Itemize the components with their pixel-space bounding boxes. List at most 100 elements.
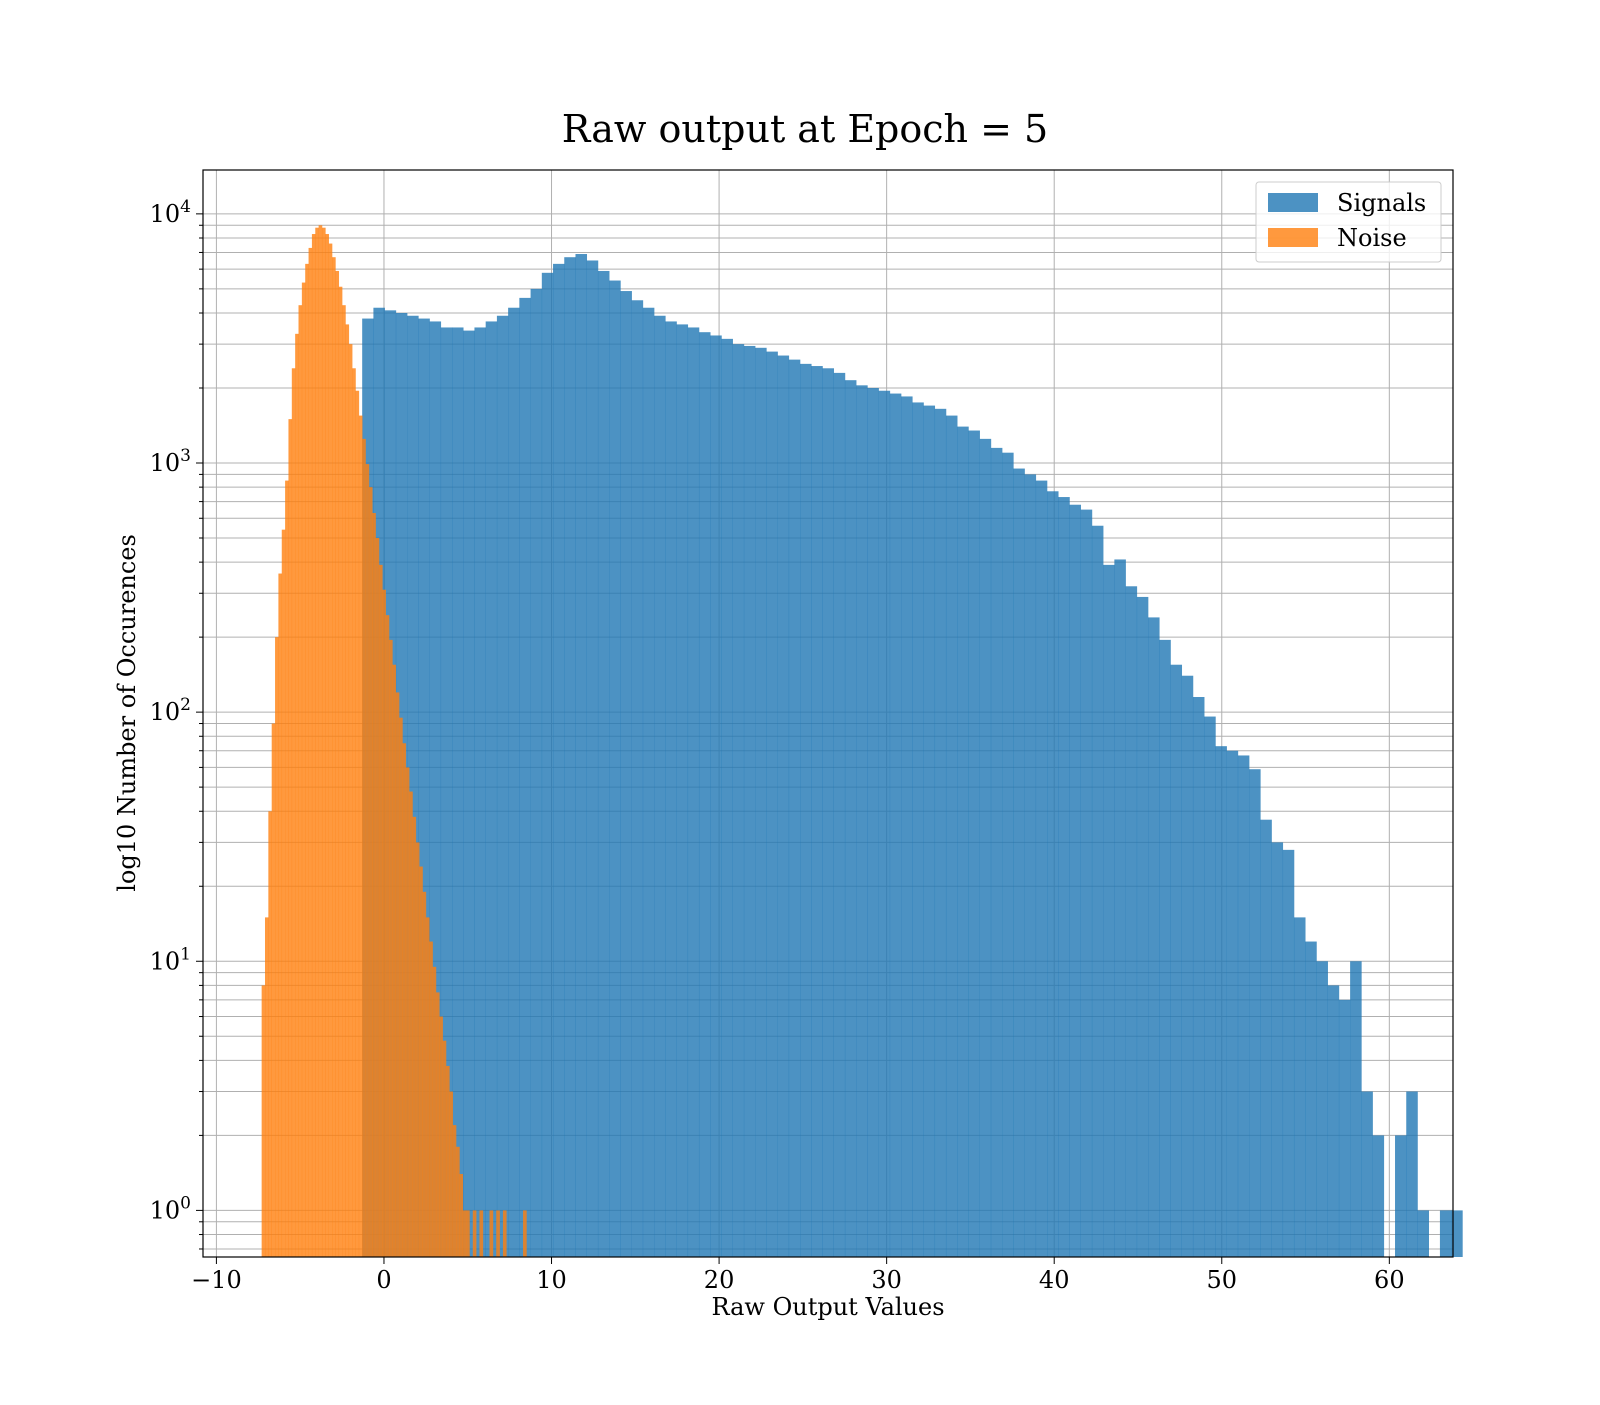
bar-signals xyxy=(463,330,475,1257)
bar-signals xyxy=(654,315,666,1257)
bar-noise xyxy=(429,941,433,1257)
legend-label-noise: Noise xyxy=(1337,224,1407,252)
bar-noise xyxy=(332,257,336,1257)
bar-signals xyxy=(1024,474,1037,1257)
bar-signals xyxy=(1372,1135,1385,1257)
bar-signals xyxy=(710,335,722,1257)
bar-noise xyxy=(435,992,440,1257)
bar-signals xyxy=(923,405,936,1257)
bar-signals xyxy=(1013,468,1025,1257)
bar-signals xyxy=(1237,755,1250,1257)
bar-signals xyxy=(788,359,801,1257)
legend-swatch-signals xyxy=(1268,193,1318,212)
bar-signals xyxy=(541,272,554,1257)
bar-noise xyxy=(439,1016,443,1257)
bar-signals xyxy=(1395,1135,1407,1257)
bar-signals xyxy=(822,368,834,1258)
y-tick-label: 104 xyxy=(150,197,191,228)
bar-noise xyxy=(298,305,303,1257)
y-tick-label: 101 xyxy=(150,944,191,975)
bar-noise xyxy=(321,227,326,1258)
bar-signals xyxy=(1451,1210,1463,1257)
plot-frame xyxy=(202,169,1454,1258)
x-tick-label: 0 xyxy=(376,1266,391,1294)
bar-signals xyxy=(1047,491,1059,1257)
bar-signals xyxy=(1361,1091,1373,1257)
bar-signals xyxy=(889,393,902,1257)
bar-signals xyxy=(901,396,913,1257)
bar-signals xyxy=(721,338,733,1258)
y-tick-label: 103 xyxy=(150,446,191,477)
bar-noise xyxy=(305,263,309,1257)
bar-noise xyxy=(419,866,423,1257)
bar-signals xyxy=(676,324,689,1257)
bar-signals xyxy=(609,280,621,1257)
bar-noise xyxy=(523,1210,527,1257)
bar-signals xyxy=(811,366,823,1257)
bar-noise xyxy=(372,512,376,1257)
bar-signals xyxy=(934,408,947,1257)
bar-signals xyxy=(1282,849,1295,1257)
bar-signals xyxy=(1215,746,1227,1257)
bar-signals xyxy=(1305,941,1317,1257)
bar-signals xyxy=(1170,664,1183,1257)
bar-signals xyxy=(451,327,464,1257)
bar-noise xyxy=(278,573,283,1257)
bar-signals xyxy=(1439,1210,1452,1257)
bar-noise xyxy=(355,390,360,1257)
bar-noise xyxy=(315,227,319,1258)
bar-noise xyxy=(432,966,437,1257)
bar-noise xyxy=(496,1210,500,1257)
bar-noise xyxy=(462,1210,467,1257)
bar-signals xyxy=(1035,480,1048,1258)
bar-signals xyxy=(474,327,486,1257)
bar-signals xyxy=(687,327,700,1257)
bar-signals xyxy=(743,345,756,1257)
bar-signals xyxy=(1069,504,1081,1257)
bar-signals xyxy=(1316,961,1328,1257)
bar-noise xyxy=(378,564,383,1257)
bar-signals xyxy=(642,307,655,1257)
x-tick-label: 40 xyxy=(1039,1266,1070,1294)
bar-signals xyxy=(844,380,857,1257)
bar-signals xyxy=(1226,750,1239,1257)
bar-signals xyxy=(1159,639,1171,1257)
bar-signals xyxy=(1091,525,1104,1257)
bar-signals xyxy=(440,327,453,1257)
bar-noise xyxy=(328,243,333,1257)
bar-noise xyxy=(301,282,306,1257)
bar-noise xyxy=(345,324,350,1257)
bar-signals xyxy=(1338,999,1351,1257)
bar-signals xyxy=(800,363,812,1257)
bar-noise xyxy=(325,234,329,1257)
bar-noise xyxy=(365,464,370,1258)
bar-signals xyxy=(1181,675,1194,1257)
bar-signals xyxy=(979,438,992,1257)
bar-signals xyxy=(1293,917,1306,1257)
bar-signals xyxy=(665,321,677,1257)
axes: −10 0 10 20 30 40 50 60 100 101 102 103 104 xyxy=(150,197,1405,1294)
bar-signals xyxy=(1350,961,1362,1257)
legend-swatch-noise xyxy=(1268,228,1318,247)
bar-noise xyxy=(402,743,407,1257)
x-tick-label: 20 xyxy=(704,1266,735,1294)
bar-noise xyxy=(399,717,403,1257)
y-axis-label: log10 Number of Occurences xyxy=(113,534,141,892)
bar-signals xyxy=(418,318,430,1257)
bar-noise xyxy=(368,487,373,1257)
bar-noise xyxy=(348,344,353,1257)
chart-title: Raw output at Epoch = 5 xyxy=(562,107,1048,151)
bar-signals xyxy=(833,372,846,1257)
bar-noise xyxy=(295,333,299,1257)
bar-noise xyxy=(281,529,286,1257)
bar-noise xyxy=(459,1173,464,1257)
bar-signals xyxy=(1417,1210,1430,1257)
bar-noise xyxy=(388,639,393,1257)
bar-noise xyxy=(412,816,417,1257)
bar-signals xyxy=(575,254,588,1257)
bar-signals xyxy=(1260,819,1272,1257)
x-tick-label: 30 xyxy=(871,1266,902,1294)
bar-signals xyxy=(1148,617,1160,1257)
legend: Signals Noise xyxy=(1255,181,1442,263)
